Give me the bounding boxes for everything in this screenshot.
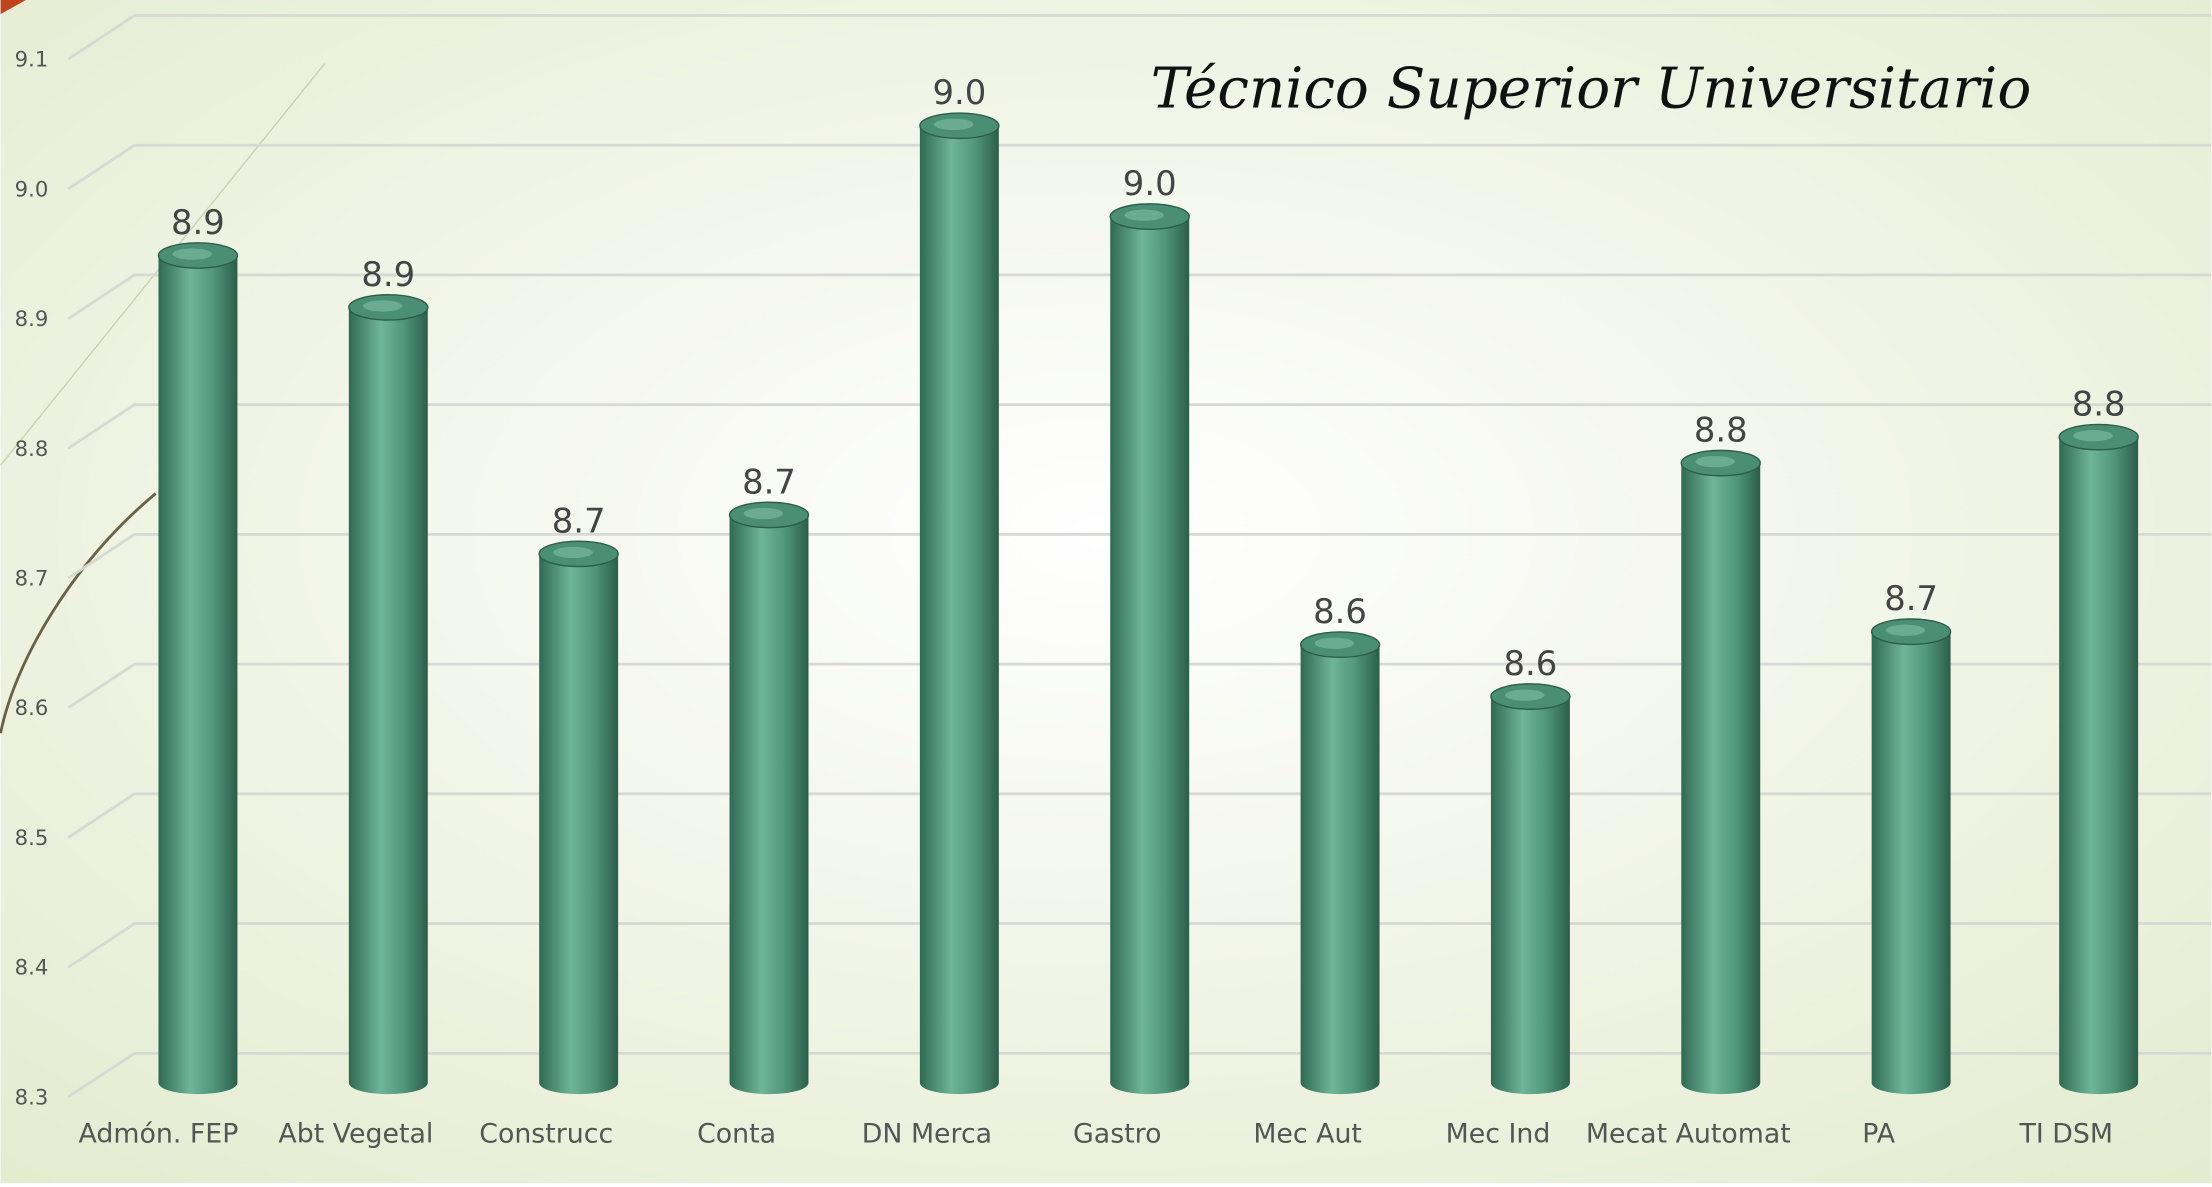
- y-tick-label: 8.7: [15, 566, 49, 591]
- bar-body: [1110, 216, 1190, 1095]
- bar-body: [729, 514, 809, 1095]
- bar-top-shine: [2073, 430, 2113, 442]
- bar-top-shine: [362, 300, 403, 312]
- bar: [728, 501, 810, 1095]
- y-tick-label: 8.9: [15, 306, 49, 331]
- x-tick-label: Mec Aut: [1253, 1119, 1362, 1150]
- bar-body: [1871, 631, 1951, 1095]
- bar-top-shine: [1314, 637, 1355, 649]
- bar: [348, 293, 429, 1095]
- value-label: 8.9: [171, 203, 225, 242]
- bar-top-shine: [743, 507, 784, 520]
- x-tick-label: Abt Vegetal: [278, 1119, 433, 1150]
- value-label: 9.0: [1123, 164, 1177, 203]
- bar: [1109, 203, 1190, 1095]
- bar-top-shine: [1695, 455, 1735, 468]
- bar: [538, 540, 619, 1095]
- bar-top-shine: [1124, 209, 1164, 221]
- chart-title: Técnico Superior Universitario: [1151, 57, 2031, 122]
- bar-top-shine: [1885, 624, 1926, 636]
- x-tick-label: DN Merca: [862, 1119, 992, 1150]
- value-label: 8.6: [1313, 592, 1367, 631]
- x-tick-label: Conta: [697, 1119, 776, 1150]
- bar-body: [1300, 644, 1380, 1095]
- value-label: 8.7: [552, 501, 606, 540]
- bar: [1490, 683, 1571, 1095]
- bar: [1870, 618, 1952, 1095]
- y-tick-label: 8.5: [15, 825, 49, 850]
- bar: [1680, 449, 1761, 1095]
- bar-body: [1490, 696, 1570, 1095]
- bar-body: [348, 307, 428, 1095]
- value-label: 9.0: [932, 73, 986, 112]
- bar: [1299, 631, 1381, 1095]
- value-label: 8.7: [742, 462, 796, 501]
- bar-body: [1681, 463, 1761, 1095]
- bar-body: [158, 255, 238, 1095]
- value-label: 8.8: [2072, 385, 2126, 424]
- y-tick-label: 8.8: [15, 436, 49, 461]
- bar-body: [539, 553, 619, 1095]
- bar: [157, 242, 239, 1095]
- bar-body: [2059, 437, 2139, 1095]
- y-tick-label: 9.1: [15, 47, 49, 72]
- value-label: 8.7: [1884, 579, 1938, 618]
- bar-top-shine: [1505, 689, 1545, 701]
- bars: 8.9 Admón. FEP 8.9 Abt Vegetal 8.7 Construcc 8…: [79, 73, 2139, 1150]
- bar: [919, 112, 1000, 1095]
- x-tick-label: Construcc: [479, 1119, 613, 1150]
- grid-line: [67, 532, 2212, 580]
- grid-line: [67, 143, 2212, 191]
- value-label: 8.9: [361, 255, 415, 294]
- decor-curve: [0, 492, 157, 734]
- grid-line: [67, 403, 2212, 450]
- x-tick-label: PA: [1862, 1119, 1895, 1150]
- y-tick-label: 8.4: [15, 955, 49, 980]
- x-tick-label: Mec Ind: [1446, 1119, 1551, 1150]
- x-tick-label: Admón. FEP: [79, 1119, 239, 1150]
- grid-line: [67, 14, 2212, 61]
- x-tick-label: Gastro: [1073, 1119, 1161, 1150]
- value-label: 8.6: [1504, 644, 1558, 683]
- y-tick-label: 8.3: [15, 1084, 49, 1109]
- bar-top-shine: [553, 546, 593, 559]
- bar-body: [919, 125, 999, 1095]
- y-tick-label: 9.0: [15, 176, 49, 201]
- bar: [2058, 423, 2139, 1095]
- y-tick-label: 8.6: [15, 695, 49, 720]
- value-label: 8.8: [1694, 411, 1748, 450]
- x-tick-label: TI DSM: [2018, 1119, 2113, 1150]
- bar-top-shine: [933, 118, 974, 131]
- bar-top-shine: [172, 248, 213, 260]
- x-tick-label: Mecat Automat: [1586, 1119, 1791, 1150]
- grid-line: [67, 273, 2212, 320]
- grid-line: [67, 662, 2212, 710]
